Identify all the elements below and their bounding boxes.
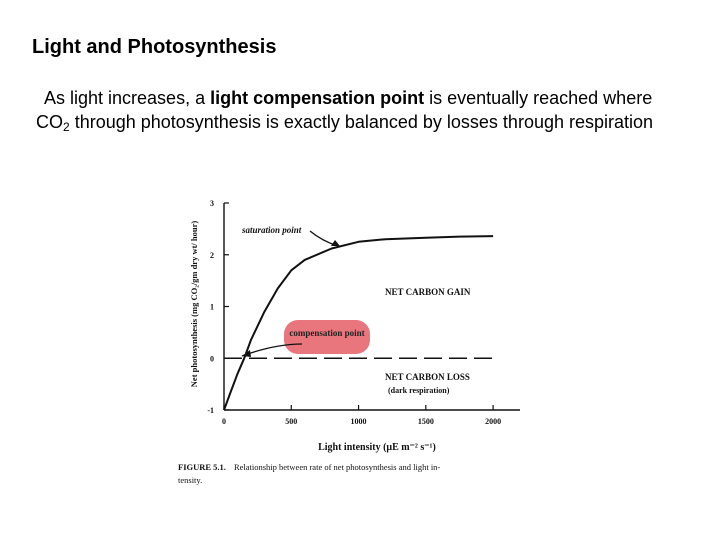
figure-caption-label: FIGURE 5.1. xyxy=(178,462,226,472)
body-text-part2: is eventually reached where CO xyxy=(36,88,653,132)
x-tick-label: 2000 xyxy=(485,417,501,426)
saturation-label: saturation point xyxy=(241,225,302,235)
y-axis-label: Net photosynthesis (mg CO₂/gm dry wt/ ho… xyxy=(189,221,199,388)
slide-title: Light and Photosynthesis xyxy=(32,36,277,58)
dark-respiration-label: (dark respiration) xyxy=(388,386,450,395)
x-tick-label: 500 xyxy=(285,417,297,426)
chart-lines xyxy=(223,235,494,411)
y-tick-label: 3 xyxy=(210,199,214,208)
compensation-highlight xyxy=(284,320,370,354)
x-axis-label: Light intensity (μE m⁻² s⁻¹) xyxy=(318,442,436,453)
figure-caption-text: Relationship between rate of net photosy… xyxy=(234,462,440,472)
x-tick-label: 1000 xyxy=(351,417,367,426)
body-text-subscript: 2 xyxy=(63,120,70,134)
response-curve xyxy=(223,235,494,411)
net-carbon-gain-label: NET CARBON GAIN xyxy=(385,287,471,297)
compensation-label: compensation point xyxy=(289,328,364,338)
y-tick-label: 1 xyxy=(210,303,214,312)
body-text-bold: light compensation point xyxy=(210,88,425,108)
body-text: As light increases, a light compensation… xyxy=(36,86,686,134)
photosynthesis-chart: -1 0 1 2 3 0 500 1000 1500 2000 compensation poin… xyxy=(178,199,520,485)
figure-caption-text2: tensity. xyxy=(178,475,202,485)
y-tick-label: -1 xyxy=(207,406,214,415)
x-tick-label: 1500 xyxy=(418,417,434,426)
x-tick-label: 0 xyxy=(222,417,226,426)
net-carbon-loss-label: NET CARBON LOSS xyxy=(385,372,470,382)
body-text-part3: through photosynthesis is exactly balanc… xyxy=(69,112,654,132)
saturation-arrowhead xyxy=(331,240,340,246)
y-tick-label: 2 xyxy=(210,251,214,260)
compensation-arrowhead xyxy=(242,350,251,357)
figure-caption: FIGURE 5.1. Relationship between rate of … xyxy=(178,462,440,472)
body-text-part1: As light increases, a xyxy=(44,88,211,108)
y-tick-label: 0 xyxy=(210,354,214,363)
